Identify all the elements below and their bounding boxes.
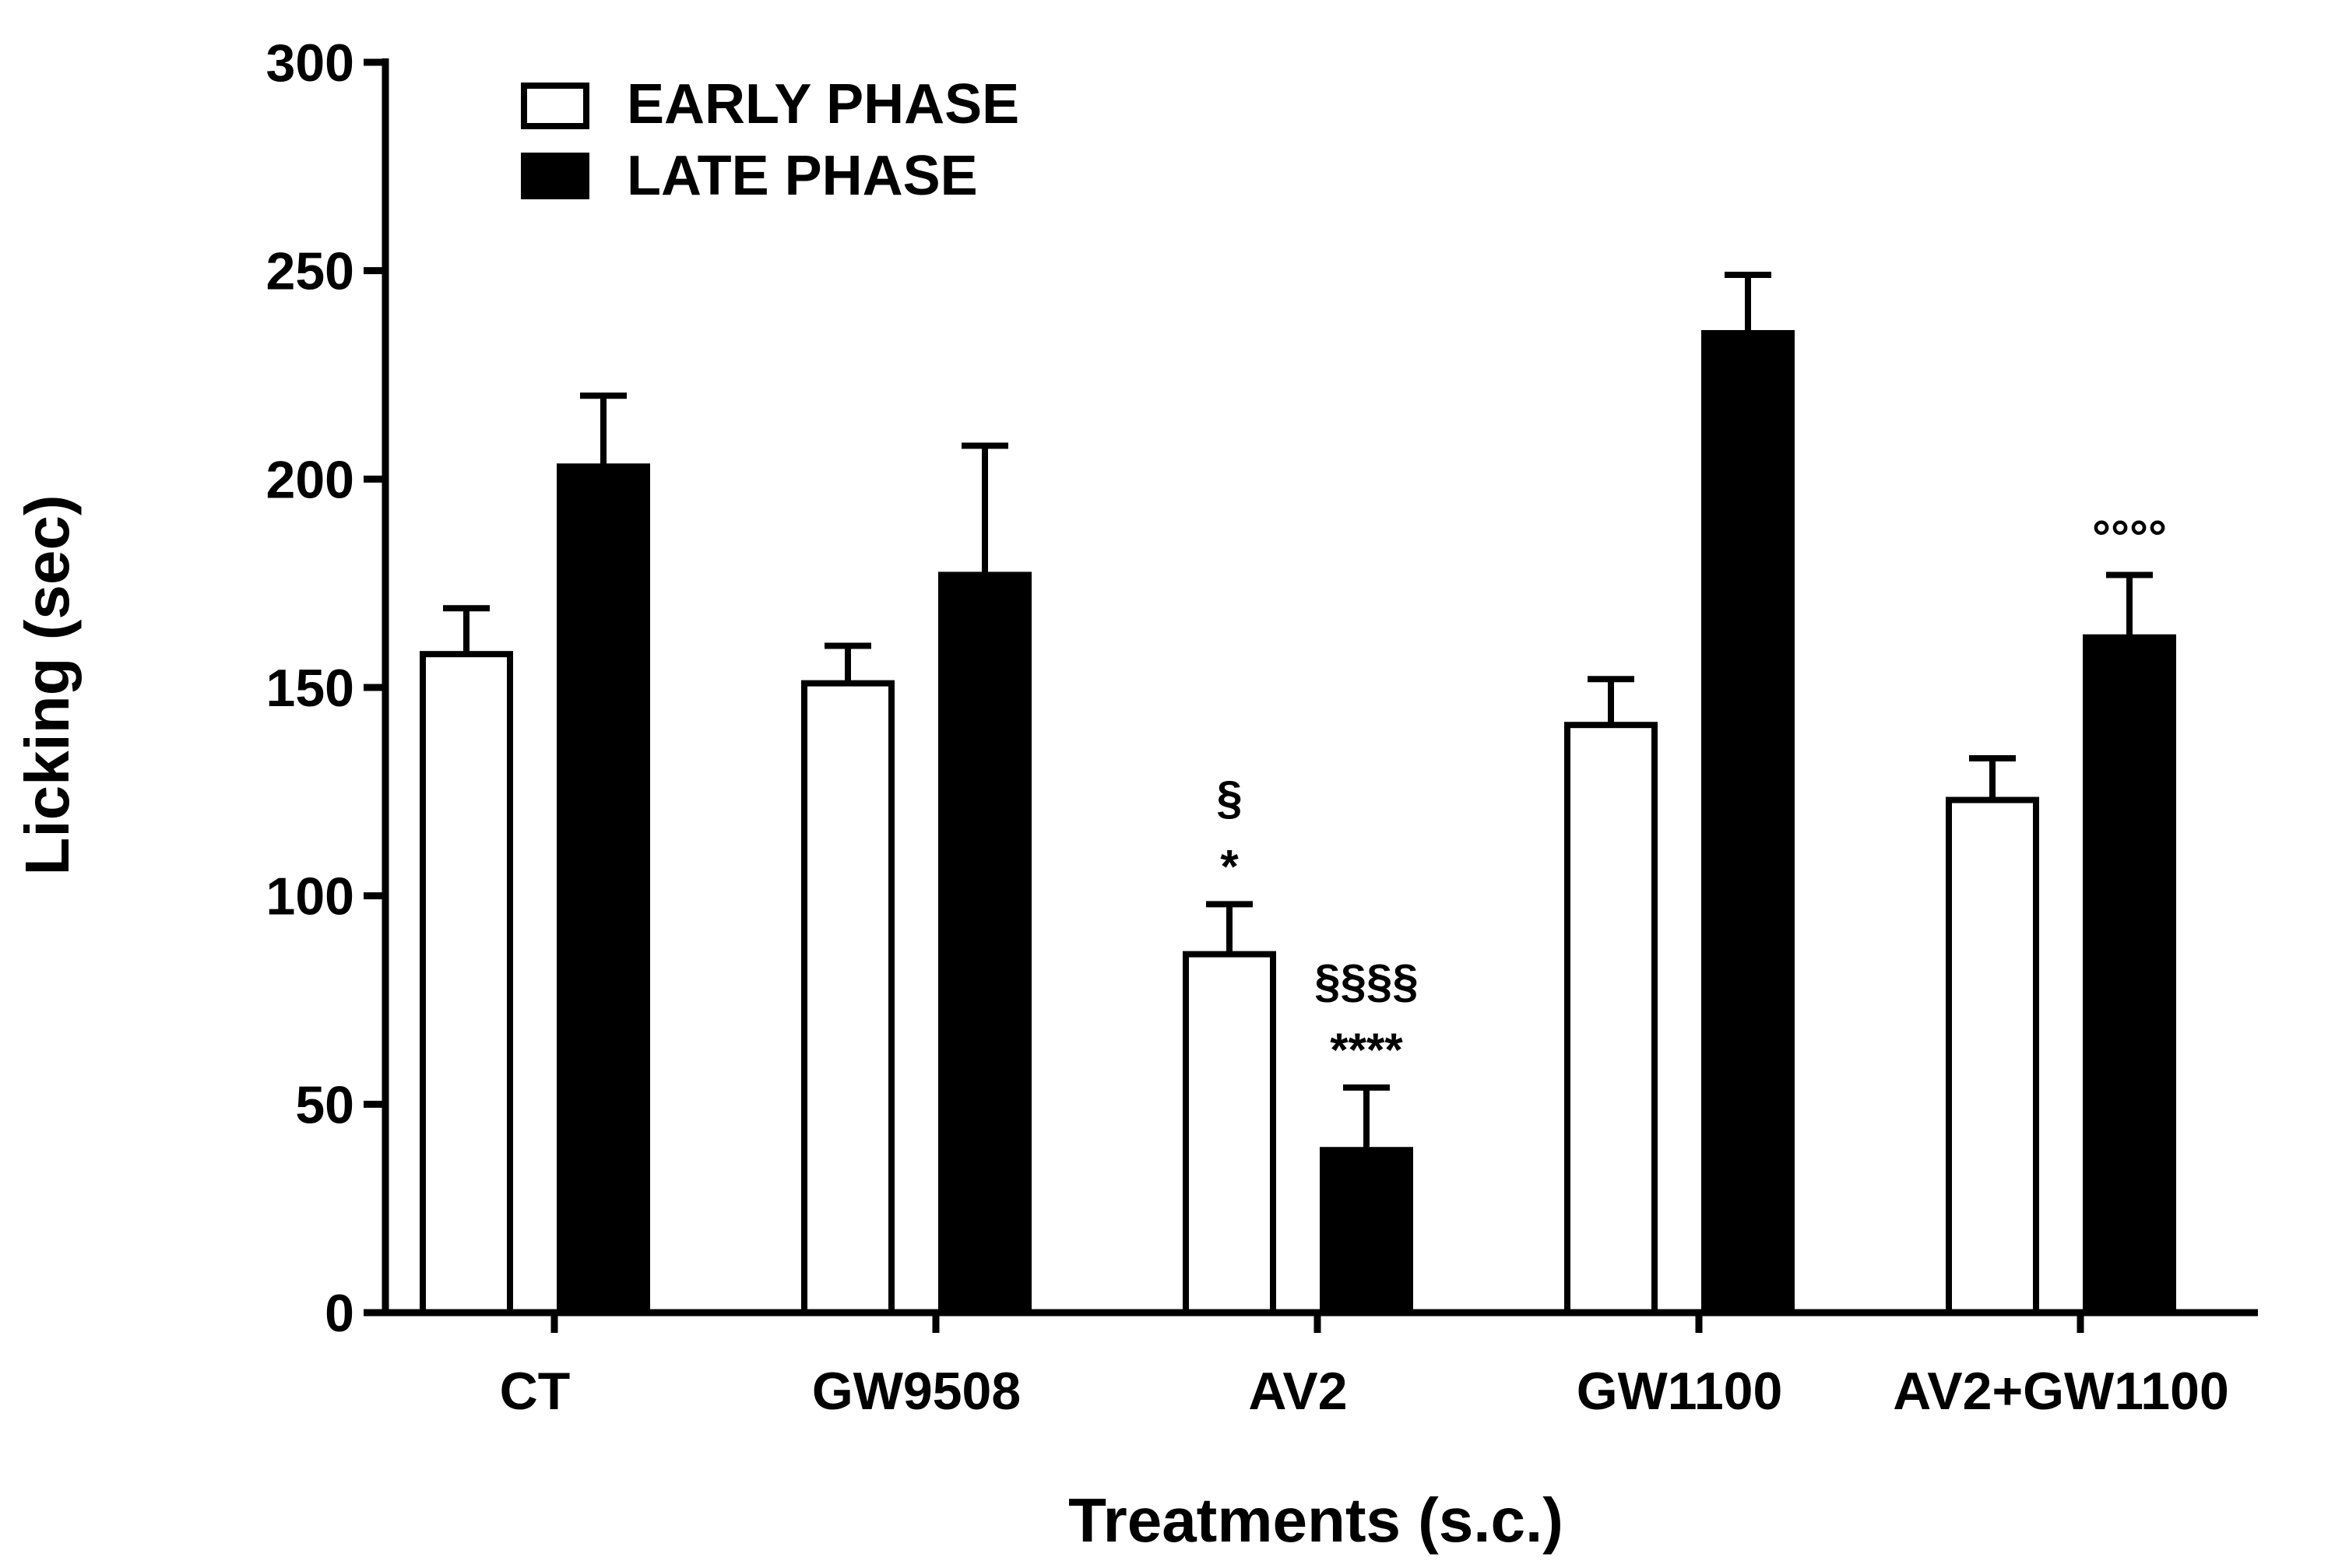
bar-s1-3 [1701,329,1795,1316]
legend-swatch-late [521,153,589,199]
legend-swatch-early [521,83,589,129]
annotation-s1-2-0: **** [1330,1024,1403,1076]
bar-s0-4 [1946,796,2039,1317]
annotation-s0-2-1: § [1216,772,1242,824]
y-tick-label-0: 0 [325,1284,354,1343]
bar-s1-0 [557,463,650,1316]
bar-s0-3 [1564,722,1658,1316]
bar-s1-2 [1320,1147,1413,1316]
bar-s0-0 [420,651,513,1316]
labels-layer: CT GW9508 AV2 GW1100 AV2+GW1100 [500,1362,2229,1421]
ticks-layer: 0 50 100 150 200 250 300 [266,33,2084,1343]
y-tick-label-50: 50 [295,1075,354,1134]
bar-s0-2 [1183,951,1276,1316]
annotation-s1-2-1: §§§§ [1314,955,1418,1007]
y-axis-title: Licking (sec) [12,494,82,875]
bar-s0-1 [801,680,895,1316]
x-axis-title: Treatments (s.c.) [1068,1485,1563,1555]
annotation-s1-4-0: °°°° [2092,511,2167,563]
legend-label-early: EARLY PHASE [627,73,1019,135]
x-category-label-0: CT [500,1362,571,1421]
x-category-label-3: GW1100 [1577,1362,1783,1421]
bar-s1-4 [2083,634,2176,1316]
annotation-s0-2-0: * [1220,840,1239,892]
y-tick-label-250: 250 [266,242,354,301]
x-category-label-4: AV2+GW1100 [1893,1362,2229,1421]
bar-s1-1 [938,571,1032,1316]
annotations-layer: * § **** §§§§ °°°° [1216,511,2167,1075]
legend: EARLY PHASE LATE PHASE [521,73,1019,207]
y-tick-label-150: 150 [266,659,354,718]
legend-label-late: LATE PHASE [627,145,978,207]
y-tick-label-200: 200 [266,450,354,509]
x-category-label-2: AV2 [1248,1362,1347,1421]
bars-layer [420,272,2176,1317]
y-tick-label-300: 300 [266,33,354,93]
y-tick-label-100: 100 [266,867,354,926]
x-category-label-1: GW9508 [812,1362,1021,1421]
